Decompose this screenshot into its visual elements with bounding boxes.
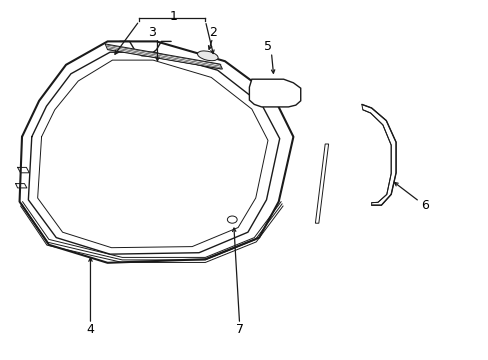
Text: 6: 6 (421, 199, 428, 212)
Text: 3: 3 (147, 26, 155, 39)
Polygon shape (105, 44, 222, 69)
Polygon shape (249, 79, 300, 107)
Polygon shape (315, 144, 328, 223)
Polygon shape (361, 104, 395, 205)
Ellipse shape (197, 51, 218, 61)
Text: 5: 5 (264, 40, 271, 53)
Text: 2: 2 (208, 26, 216, 39)
Text: 4: 4 (86, 323, 94, 336)
Text: 1: 1 (169, 10, 177, 23)
Text: 7: 7 (235, 323, 243, 336)
